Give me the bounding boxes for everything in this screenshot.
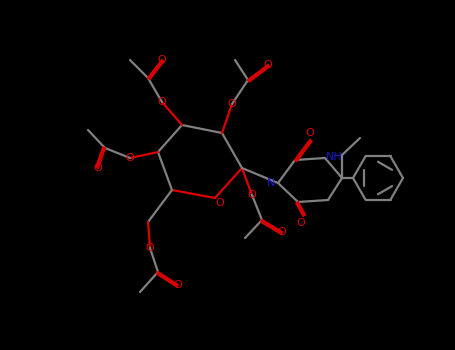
Text: NH: NH (326, 152, 342, 162)
Text: O: O (306, 128, 314, 138)
Text: O: O (278, 227, 286, 237)
Text: O: O (174, 280, 182, 290)
Text: N: N (267, 178, 275, 188)
Text: O: O (248, 190, 256, 200)
Text: O: O (228, 99, 237, 109)
Text: O: O (157, 97, 167, 107)
Text: O: O (297, 218, 305, 228)
Text: O: O (157, 55, 167, 65)
Text: O: O (146, 243, 154, 253)
Text: O: O (94, 163, 102, 173)
Text: O: O (263, 60, 273, 70)
Text: O: O (216, 198, 224, 208)
Text: O: O (126, 153, 134, 163)
